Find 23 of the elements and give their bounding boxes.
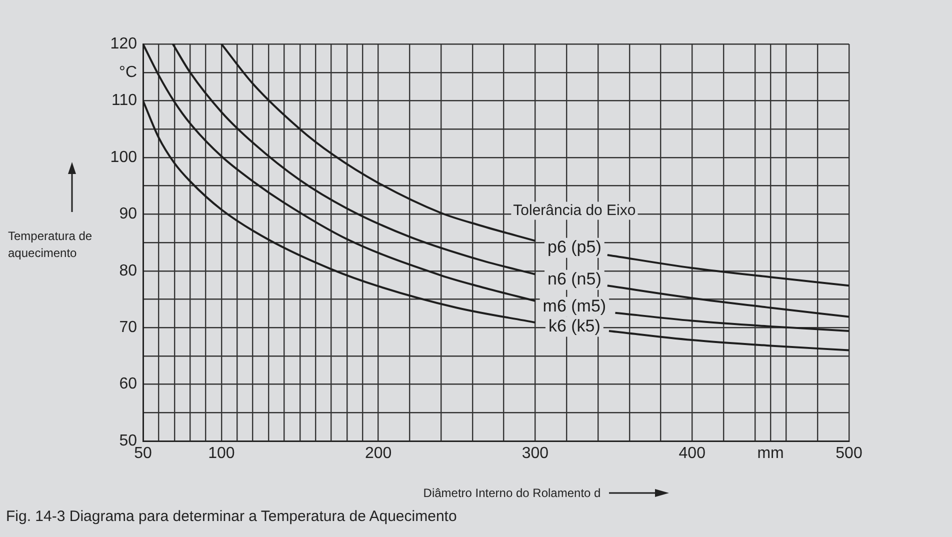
legend-title: Tolerância do Eixo xyxy=(513,202,636,219)
y-tick-label: 120 xyxy=(110,35,138,52)
x-tick-label: 50 xyxy=(134,445,152,462)
x-tick-label: mm xyxy=(757,445,784,462)
x-tick-label: 300 xyxy=(522,445,549,462)
x-axis-title: Diâmetro Interno do Rolamento d xyxy=(423,486,601,500)
y-tick-label: °C xyxy=(119,64,137,81)
series-label: p6 (p5) xyxy=(548,238,602,257)
y-tick-label: 100 xyxy=(110,148,138,166)
x-tick-label: 200 xyxy=(364,445,392,462)
series-label: n6 (n5) xyxy=(548,270,602,289)
series-label: m6 (m5) xyxy=(542,296,606,316)
y-tick-label: 60 xyxy=(119,376,138,393)
y-tick-label: 70 xyxy=(119,318,138,336)
y-tick-label: 80 xyxy=(119,262,138,280)
x-tick-label: 100 xyxy=(208,445,235,462)
caption: Fig. 14-3 Diagrama para determinar a Temperatura de Aquecimento xyxy=(6,508,457,525)
series-label: k6 (k5) xyxy=(548,316,600,336)
y-tick-label: 110 xyxy=(111,92,138,110)
y-tick-label: 90 xyxy=(119,206,138,223)
x-tick-label: 400 xyxy=(678,445,706,462)
x-tick-label: 500 xyxy=(836,445,862,462)
y-axis-title: Temperatura de aquecimento xyxy=(8,228,92,262)
